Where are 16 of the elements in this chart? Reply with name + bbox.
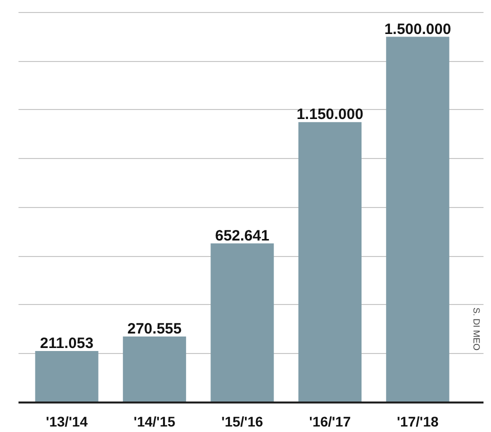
data-label: 1.150.000 [296,106,364,124]
x-tick-label: '16/'17 [309,414,352,430]
data-label: 211.053 [40,335,94,352]
bar [210,243,274,402]
bar [122,336,186,402]
annotation: S. DI MEO [471,308,482,351]
bar [386,36,450,402]
x-tick-label: '17/'18 [396,414,439,430]
x-tick-label: '14/'15 [134,414,176,430]
x-tick-label: '13/'14 [46,414,88,430]
bar [298,122,362,402]
x-tick-label: '15/'16 [221,414,264,430]
data-label: 270.555 [127,320,182,338]
data-label: 652.641 [215,227,270,244]
data-label: 1.500.000 [384,20,452,38]
bar [35,351,98,402]
